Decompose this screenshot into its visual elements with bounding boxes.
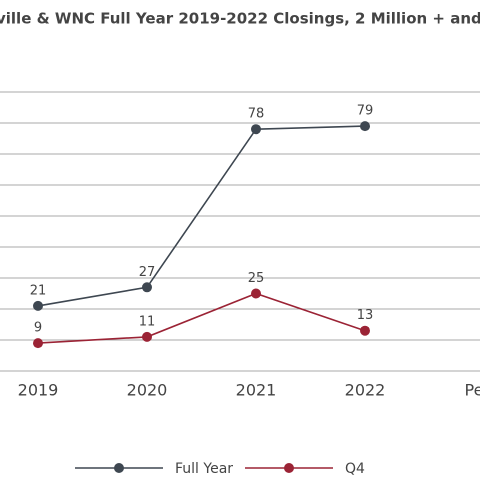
series-line	[37, 125, 366, 307]
chart-title: ville & WNC Full Year 2019-2022 Closings…	[0, 10, 480, 28]
x-tick-label: Pe	[465, 381, 480, 400]
data-label: 13	[357, 308, 374, 323]
x-tick-label: 2021	[236, 381, 277, 400]
data-label: 25	[248, 271, 265, 286]
data-label: 79	[357, 104, 374, 119]
data-label: 9	[34, 321, 42, 336]
series-line	[37, 292, 366, 344]
data-label: 78	[248, 107, 265, 122]
legend-marker	[284, 463, 294, 473]
x-tick-label: 2019	[18, 381, 59, 400]
legend-label: Q4	[345, 461, 365, 477]
x-tick-label: 2020	[127, 381, 168, 400]
data-point	[33, 300, 43, 311]
data-point	[251, 124, 261, 135]
data-point	[251, 288, 261, 299]
data-point	[360, 325, 370, 336]
data-point	[142, 282, 152, 293]
legend-marker	[114, 463, 124, 473]
data-point	[33, 338, 43, 349]
x-tick-label: 2022	[345, 381, 386, 400]
data-point	[142, 331, 152, 342]
data-label: 21	[30, 283, 47, 298]
data-label: 11	[139, 314, 156, 329]
legend-label: Full Year	[175, 461, 233, 477]
data-label: 27	[139, 265, 156, 280]
data-point	[360, 121, 370, 132]
